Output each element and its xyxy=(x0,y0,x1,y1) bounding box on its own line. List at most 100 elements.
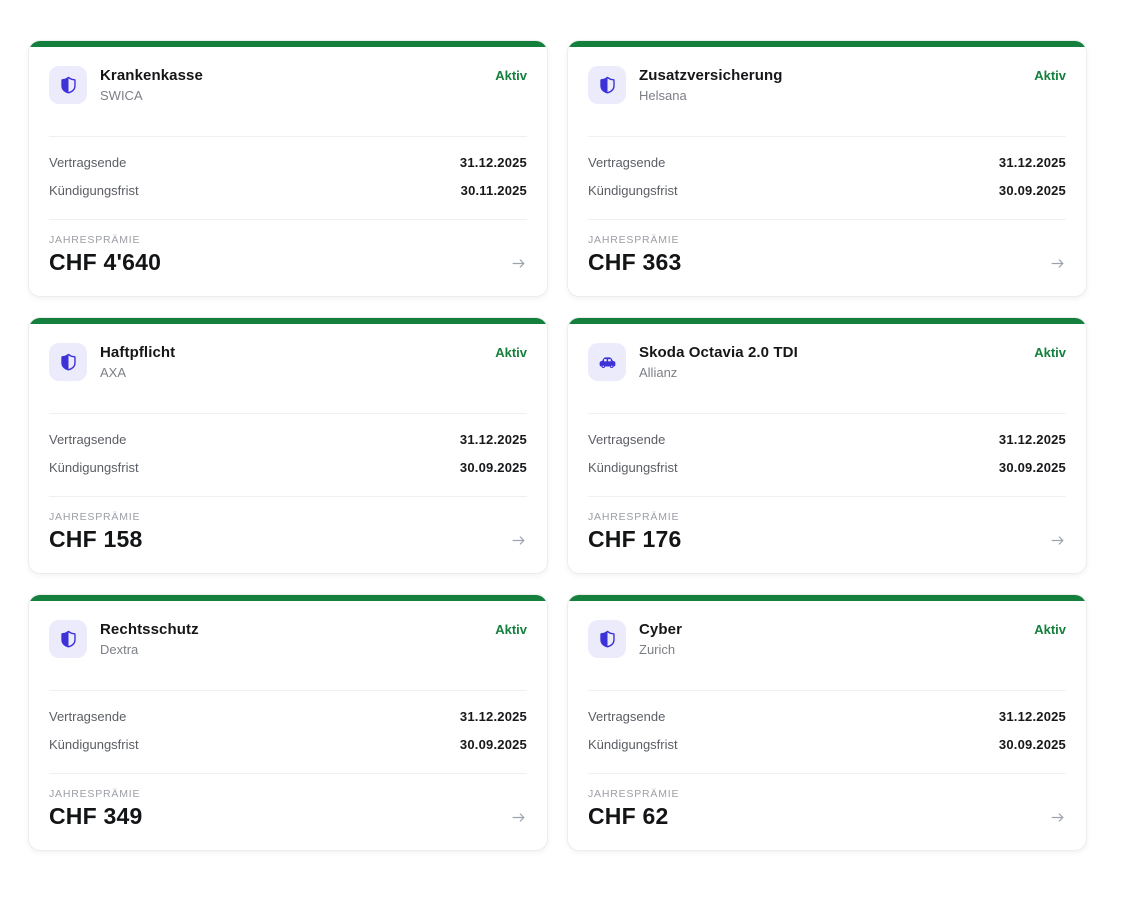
status-badge: Aktiv xyxy=(495,622,527,637)
notice-period-row: Kündigungsfrist 30.11.2025 xyxy=(49,183,527,198)
card-header: Haftpflicht AXA Aktiv xyxy=(49,343,527,381)
policy-provider: Zurich xyxy=(639,642,676,657)
contract-end-value: 31.12.2025 xyxy=(459,432,527,447)
card-header: Skoda Octavia 2.0 TDI Allianz Aktiv xyxy=(588,343,1066,381)
notice-period-value: 30.09.2025 xyxy=(459,737,527,752)
insurance-policy-card[interactable]: Krankenkasse SWICA Aktiv Vertragsende 31… xyxy=(28,40,548,297)
notice-period-value: 30.09.2025 xyxy=(998,183,1066,198)
shield-icon xyxy=(599,76,615,93)
policy-icon-tile xyxy=(588,66,626,104)
policy-icon-tile xyxy=(49,343,87,381)
card-body: Zusatzversicherung Helsana Aktiv Vertrag… xyxy=(568,47,1086,296)
policy-title: Cyber xyxy=(639,621,683,638)
annual-premium-amount: CHF 176 xyxy=(588,526,682,552)
policy-icon-tile xyxy=(49,620,87,658)
card-body: Krankenkasse SWICA Aktiv Vertragsende 31… xyxy=(29,47,547,296)
card-body: Haftpflicht AXA Aktiv Vertragsende 31.12… xyxy=(29,324,547,573)
annual-premium-label: JAHRESPRÄMIE xyxy=(49,234,141,246)
card-header: Cyber Zurich Aktiv xyxy=(588,620,1066,658)
insurance-policy-card[interactable]: Haftpflicht AXA Aktiv Vertragsende 31.12… xyxy=(28,317,548,574)
arrow-right-icon[interactable] xyxy=(1049,532,1066,553)
arrow-right-icon[interactable] xyxy=(1049,255,1066,276)
annual-premium-amount: CHF 158 xyxy=(49,526,143,552)
contract-end-row: Vertragsende 31.12.2025 xyxy=(588,709,1066,724)
card-accent-bar xyxy=(29,318,547,324)
contract-end-row: Vertragsende 31.12.2025 xyxy=(49,432,527,447)
shield-icon xyxy=(599,630,615,647)
notice-period-row: Kündigungsfrist 30.09.2025 xyxy=(49,460,527,475)
contract-end-row: Vertragsende 31.12.2025 xyxy=(49,709,527,724)
contract-end-value: 31.12.2025 xyxy=(998,432,1066,447)
policy-titles: Rechtsschutz Dextra xyxy=(100,620,199,657)
policy-icon-tile xyxy=(49,66,87,104)
car-icon xyxy=(599,356,615,368)
annual-premium-amount: CHF 363 xyxy=(588,249,682,275)
divider xyxy=(588,219,1066,220)
notice-period-label: Kündigungsfrist xyxy=(49,183,139,198)
card-accent-bar xyxy=(29,595,547,601)
notice-period-label: Kündigungsfrist xyxy=(588,737,678,752)
insurance-policy-card[interactable]: Zusatzversicherung Helsana Aktiv Vertrag… xyxy=(567,40,1087,297)
card-accent-bar xyxy=(568,41,1086,47)
notice-period-label: Kündigungsfrist xyxy=(588,460,678,475)
arrow-right-icon[interactable] xyxy=(510,809,527,830)
policy-provider: Helsana xyxy=(639,88,687,103)
annual-premium-amount: CHF 62 xyxy=(588,803,669,829)
notice-period-value: 30.09.2025 xyxy=(998,737,1066,752)
shield-icon xyxy=(60,353,76,370)
annual-premium-label: JAHRESPRÄMIE xyxy=(588,234,680,246)
insurance-policy-card[interactable]: Cyber Zurich Aktiv Vertragsende 31.12.20… xyxy=(567,594,1087,851)
card-accent-bar xyxy=(29,41,547,47)
premium-row: CHF 176 xyxy=(588,526,1066,553)
notice-period-label: Kündigungsfrist xyxy=(588,183,678,198)
policy-provider: SWICA xyxy=(100,88,143,103)
policy-titles: Skoda Octavia 2.0 TDI Allianz xyxy=(639,343,798,380)
shield-icon xyxy=(60,76,76,93)
annual-premium-label: JAHRESPRÄMIE xyxy=(49,511,141,523)
contract-end-label: Vertragsende xyxy=(588,432,666,447)
annual-premium-label: JAHRESPRÄMIE xyxy=(588,511,680,523)
arrow-right-icon[interactable] xyxy=(510,255,527,276)
divider xyxy=(588,773,1066,774)
insurance-policy-card[interactable]: Rechtsschutz Dextra Aktiv Vertragsende 3… xyxy=(28,594,548,851)
policy-titles: Krankenkasse SWICA xyxy=(100,66,203,103)
notice-period-row: Kündigungsfrist 30.09.2025 xyxy=(588,737,1066,752)
policy-title: Haftpflicht xyxy=(100,344,176,361)
card-header: Krankenkasse SWICA Aktiv xyxy=(49,66,527,104)
insurance-policy-card[interactable]: Skoda Octavia 2.0 TDI Allianz Aktiv Vert… xyxy=(567,317,1087,574)
arrow-right-icon[interactable] xyxy=(510,532,527,553)
policy-title: Zusatzversicherung xyxy=(639,67,783,84)
divider xyxy=(49,690,527,691)
contract-end-label: Vertragsende xyxy=(588,709,666,724)
notice-period-row: Kündigungsfrist 30.09.2025 xyxy=(49,737,527,752)
policy-icon-tile xyxy=(588,620,626,658)
shield-icon xyxy=(60,630,76,647)
card-body: Rechtsschutz Dextra Aktiv Vertragsende 3… xyxy=(29,601,547,850)
divider xyxy=(49,413,527,414)
contract-end-row: Vertragsende 31.12.2025 xyxy=(588,155,1066,170)
annual-premium-amount: CHF 349 xyxy=(49,803,143,829)
policy-titles: Cyber Zurich xyxy=(639,620,682,657)
contract-end-label: Vertragsende xyxy=(49,432,127,447)
notice-period-row: Kündigungsfrist 30.09.2025 xyxy=(588,460,1066,475)
premium-row: CHF 363 xyxy=(588,249,1066,276)
status-badge: Aktiv xyxy=(1034,622,1066,637)
arrow-right-icon[interactable] xyxy=(1049,809,1066,830)
policy-icon-tile xyxy=(588,343,626,381)
contract-end-label: Vertragsende xyxy=(49,155,127,170)
premium-row: CHF 4'640 xyxy=(49,249,527,276)
premium-row: CHF 349 xyxy=(49,803,527,830)
divider xyxy=(49,496,527,497)
card-body: Skoda Octavia 2.0 TDI Allianz Aktiv Vert… xyxy=(568,324,1086,573)
contract-end-value: 31.12.2025 xyxy=(459,155,527,170)
divider xyxy=(588,690,1066,691)
divider xyxy=(49,136,527,137)
policy-titles: Haftpflicht AXA xyxy=(100,343,175,380)
policy-title: Krankenkasse xyxy=(100,67,203,84)
policy-provider: AXA xyxy=(100,365,127,380)
policy-titles: Zusatzversicherung Helsana xyxy=(639,66,783,103)
card-body: Cyber Zurich Aktiv Vertragsende 31.12.20… xyxy=(568,601,1086,850)
status-badge: Aktiv xyxy=(1034,345,1066,360)
contract-end-value: 31.12.2025 xyxy=(998,709,1066,724)
